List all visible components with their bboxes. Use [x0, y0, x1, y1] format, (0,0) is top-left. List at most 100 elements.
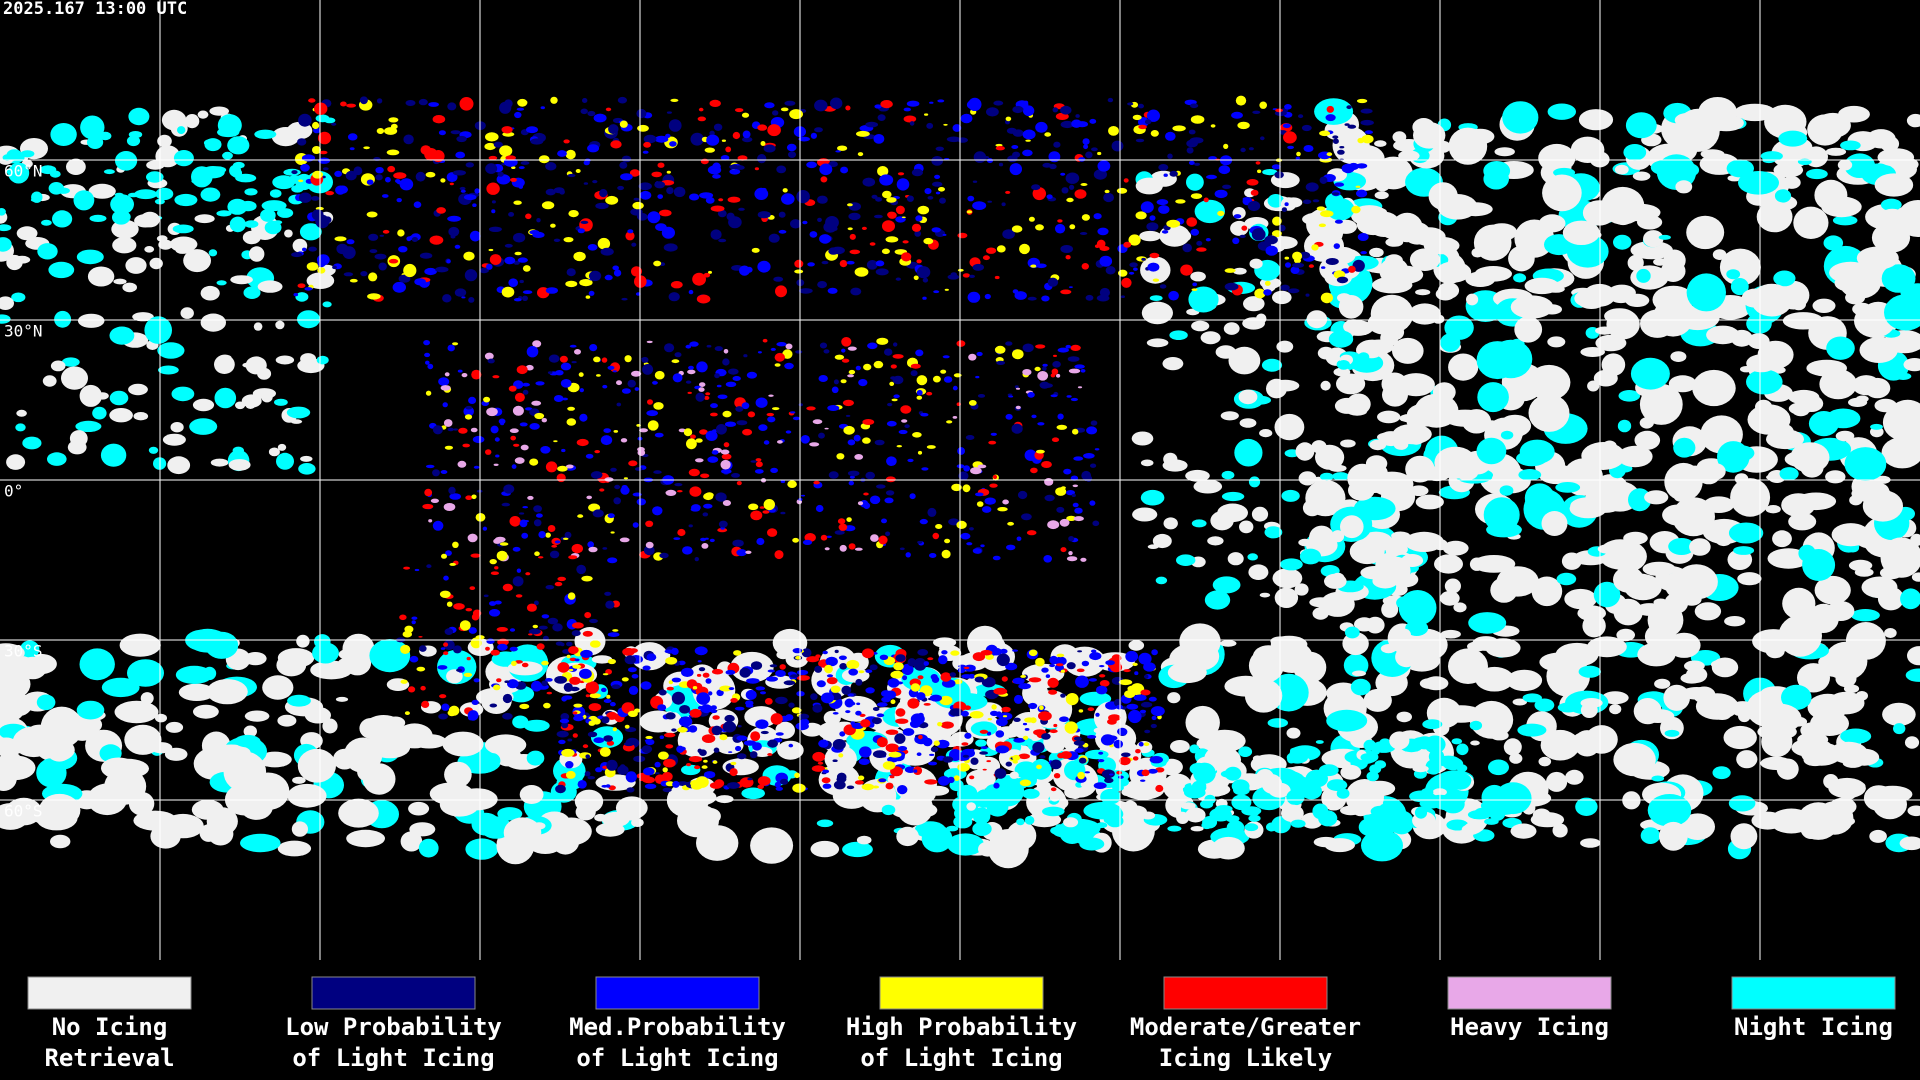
icing-patch — [1556, 572, 1577, 586]
icing-patch — [850, 701, 856, 706]
icing-patch — [1432, 382, 1456, 402]
icing-patch — [628, 460, 638, 467]
icing-patch — [1051, 368, 1059, 375]
icing-patch — [1905, 668, 1920, 682]
icing-patch — [886, 456, 897, 467]
icing-patch — [150, 742, 173, 754]
icing-patch — [881, 518, 887, 524]
icing-patch — [449, 562, 457, 566]
icing-patch — [12, 726, 55, 758]
icing-patch — [1007, 521, 1014, 526]
icing-patch — [942, 756, 954, 763]
icing-patch — [906, 100, 920, 107]
icing-patch — [886, 420, 897, 427]
icing-patch — [1217, 210, 1225, 217]
icing-patch — [148, 446, 159, 454]
icing-patch — [430, 498, 439, 503]
icing-patch — [1351, 205, 1361, 214]
icing-patch — [1326, 152, 1333, 157]
icing-patch — [420, 685, 426, 691]
icing-patch — [856, 130, 870, 137]
icing-patch — [0, 740, 24, 756]
icing-patch — [368, 233, 379, 241]
icing-patch — [736, 549, 747, 557]
icing-patch — [585, 754, 590, 759]
icing-patch — [1061, 187, 1069, 194]
icing-patch — [631, 674, 639, 679]
icing-patch — [620, 438, 628, 443]
icing-patch — [996, 717, 1008, 727]
icing-patch — [1163, 452, 1178, 466]
icing-patch — [721, 139, 727, 142]
icing-patch — [709, 782, 723, 789]
icing-patch — [399, 614, 407, 621]
icing-patch — [750, 510, 763, 521]
icing-patch — [428, 519, 433, 523]
icing-patch — [1259, 429, 1273, 438]
icing-patch — [1057, 219, 1063, 223]
icing-patch — [1284, 202, 1289, 207]
icing-patch — [709, 538, 715, 543]
icing-patch — [1730, 823, 1758, 850]
icing-patch — [913, 769, 918, 773]
icing-patch — [1340, 764, 1362, 780]
icing-patch — [1765, 505, 1781, 514]
icing-patch — [784, 362, 794, 370]
icing-patch — [367, 293, 381, 300]
icing-patch — [1519, 439, 1555, 464]
icing-patch — [628, 667, 637, 673]
icing-patch — [717, 209, 727, 218]
icing-patch — [497, 643, 508, 651]
icing-patch — [210, 458, 229, 467]
icing-patch — [776, 342, 787, 347]
icing-patch — [913, 275, 919, 281]
icing-patch — [672, 373, 683, 383]
icing-patch — [887, 756, 899, 763]
icing-patch — [346, 239, 355, 245]
icing-patch — [1324, 838, 1356, 853]
icing-patch — [1580, 838, 1601, 848]
icing-patch — [858, 379, 868, 387]
icing-patch — [832, 739, 846, 750]
icing-patch — [607, 632, 620, 637]
icing-patch — [624, 355, 632, 363]
icing-patch — [617, 96, 628, 104]
icing-patch — [1128, 640, 1145, 651]
icing-patch — [579, 413, 588, 422]
icing-patch — [1708, 376, 1736, 401]
icing-patch — [729, 768, 738, 777]
icing-patch — [1013, 717, 1021, 722]
icing-patch — [1012, 760, 1018, 764]
icing-patch — [1325, 114, 1336, 122]
icing-patch — [760, 730, 769, 735]
icing-patch — [164, 747, 188, 761]
icing-patch — [894, 733, 906, 744]
icing-patch — [526, 126, 538, 134]
icing-patch — [720, 449, 730, 455]
icing-patch — [599, 189, 608, 198]
icing-patch — [1220, 770, 1239, 778]
icing-patch — [687, 391, 692, 394]
icing-patch — [587, 110, 596, 117]
icing-patch — [1248, 476, 1261, 488]
icing-patch — [1013, 694, 1024, 704]
icing-patch — [855, 710, 862, 716]
icing-patch — [462, 443, 471, 448]
icing-patch — [927, 507, 937, 517]
icing-patch — [750, 731, 761, 742]
icing-patch — [910, 683, 921, 692]
icing-patch — [1538, 756, 1552, 767]
icing-patch — [814, 99, 828, 112]
icing-patch — [502, 693, 513, 704]
icing-patch — [946, 136, 961, 143]
icing-patch — [730, 698, 738, 703]
icing-patch — [1155, 784, 1164, 793]
icing-patch — [847, 439, 856, 446]
icing-patch — [910, 370, 918, 377]
icing-patch — [1025, 139, 1031, 142]
icing-patch — [1071, 119, 1082, 128]
icing-patch — [741, 402, 750, 410]
icing-patch — [875, 260, 885, 267]
icing-patch — [1066, 395, 1072, 398]
icing-patch — [817, 761, 824, 765]
